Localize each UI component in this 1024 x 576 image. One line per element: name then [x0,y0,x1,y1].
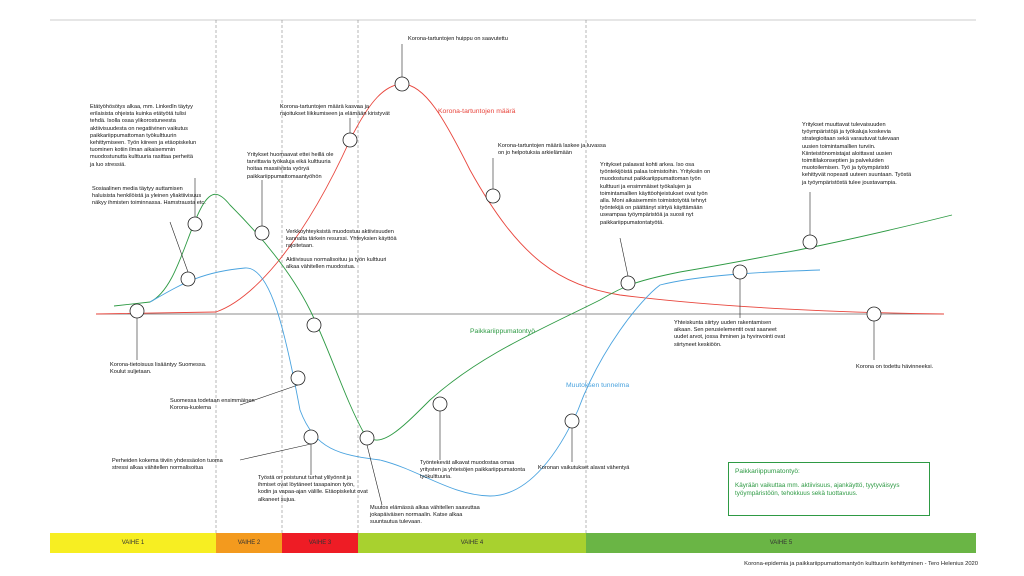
note-death: Suomessa todetaan ensimmäinen Korona-kuo… [170,398,255,412]
note-family: Perheiden kokema tiiviin yhdessäolon tuo… [112,458,223,472]
note-peak: Korona-tartuntojen huippu on saavutettu [408,36,508,42]
note-remote-start: Etätyöhösötys alkaa, mm. LinkedIn täytyy… [90,104,197,168]
leader-lines [136,44,875,506]
credit-line: Korona-epidemia ja paikkariippumattomant… [744,561,978,567]
marker-employees [432,396,448,412]
marker-some [180,271,196,287]
note-network: Verkkoyhteyksistä muodostuu aktiivisuude… [286,229,397,250]
curve-mood [149,267,821,497]
marker-society [732,264,748,280]
note-society: Yhteiskunta siirtyy uuden rakentamisen a… [674,320,786,348]
series-label-remote-work: Paikkariippumatontyö [470,328,535,335]
marker-future [802,234,818,250]
note-change: Muutos elämässä alkaa vähitellen saavutt… [370,505,480,526]
marker-awareness [129,303,145,319]
marker-death [290,370,306,386]
marker-remote-start [187,216,203,232]
legend-box: Paikkariippumatontyö: Käyrään vaikuttaa … [728,462,930,516]
phase-3: VAIHE 3 [282,533,358,553]
series-label-infections: Korona-tartuntojen määrä [438,108,516,115]
note-employees: Työntekevät alkavat muodostaa omaa yrity… [420,460,526,481]
marker-gone [866,306,882,322]
note-decline: Korona-tartuntojen määrä laskee ja luvas… [498,143,606,157]
legend-title: Paikkariippumatontyö: [735,468,800,475]
marker-impacts [564,413,580,429]
curve-remote-work [113,193,953,441]
note-return: Yritykset palaavat kohti arkea. Iso osa … [600,162,711,226]
phase-5: VAIHE 5 [586,533,976,553]
note-normalize: Aktiivisuus normalisoituu ja työn kulttu… [286,257,387,271]
note-tools: Yritykset huomaavat ettei heillä ole tar… [247,152,334,180]
marker-normalize [306,317,322,333]
note-some: Sosiaalinen media täytyy auttamisen halu… [92,186,206,207]
curve-infections [95,83,945,315]
legend-text: Käyrään vaikuttaa mm. aktiivisuus, ajank… [735,482,900,497]
note-awareness: Korona-tietoisuus lisääntyy Suomessa. Ko… [110,362,207,376]
note-impacts: Koronan vaikutukset alavat vähentyä [538,465,630,471]
series-label-mood: Muutoksen tunnelma [566,382,630,389]
phase-1: VAIHE 1 [50,533,216,553]
marker-peak [394,76,410,92]
marker-tools [254,225,270,241]
marker-restrictions [342,132,358,148]
note-gone: Korona on todettu hävinneeksi. [856,364,934,370]
note-futile: Työstä on poistunut turhat ylilyönnit ja… [258,475,368,503]
markers [129,76,882,446]
phase-4: VAIHE 4 [358,533,586,553]
marker-return [620,275,636,291]
note-future: Yritykset muuttavat tulevaisuuden työymp… [802,122,912,186]
marker-decline [485,188,501,204]
note-restrictions: Korona-tartuntojen määrä kasvaa ja rajoi… [280,104,390,118]
marker-change [359,430,375,446]
phase-2: VAIHE 2 [216,533,282,553]
marker-family [303,429,319,445]
